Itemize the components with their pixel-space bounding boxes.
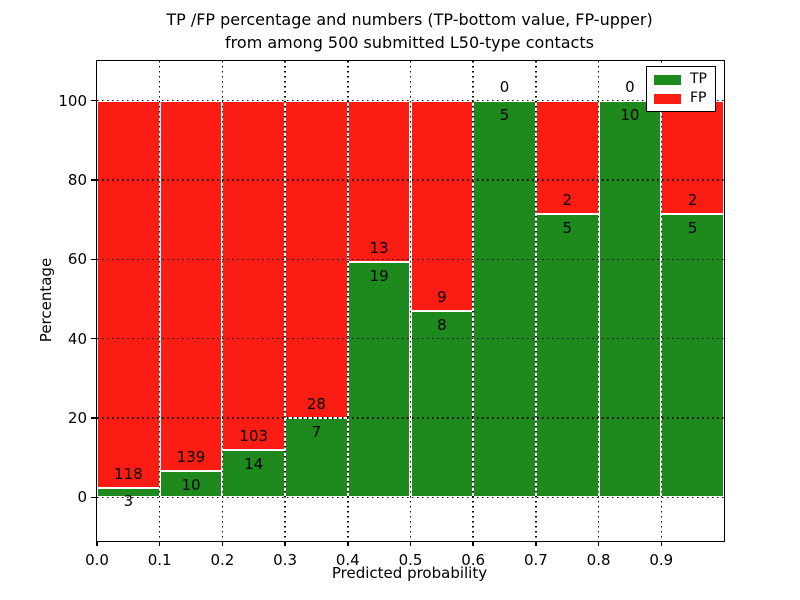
x-gridline (597, 61, 600, 541)
tp-count-label: 19 (369, 266, 389, 285)
fp-count-label: 2 (687, 191, 698, 210)
tp-count-label: 7 (311, 422, 322, 441)
x-tick-label: 0.7 (523, 551, 548, 569)
x-gridline (284, 61, 286, 541)
x-tick-label: 0.4 (335, 551, 360, 569)
x-tick-label: 0.6 (461, 551, 486, 569)
fp-count-label: 9 (437, 287, 447, 306)
y-tick-label: 20 (67, 409, 87, 428)
plot-area: 0 20 40 60 80 100 0.0 0.1 0.2 0.3 0.4 0.5 0.6 0.7 0.8 0… (58, 60, 725, 569)
legend-swatch-fp (654, 93, 681, 104)
bar-fp (410, 100, 474, 311)
x-tick-label: 0.8 (586, 551, 611, 569)
x-gridline (409, 61, 412, 541)
bar-tp (661, 214, 724, 498)
legend-item-tp: TP (654, 72, 707, 87)
y-tick-label: 60 (67, 250, 87, 269)
y-tick-label: 100 (58, 91, 87, 110)
x-tick (347, 541, 349, 546)
fp-count-label: 139 (176, 447, 206, 466)
fp-count-label: 118 (114, 464, 143, 483)
x-tick-label: 0.1 (147, 551, 172, 569)
fp-count-label: 0 (499, 77, 510, 96)
bar-fp (347, 100, 411, 262)
bar-tp (598, 100, 662, 498)
x-tick (409, 541, 412, 546)
x-tick (158, 541, 161, 546)
x-gridline (158, 61, 161, 541)
bar-tp (285, 418, 348, 498)
x-axis-label: Predicted probability (331, 564, 488, 582)
tp-count-label: 14 (244, 454, 264, 473)
x-tick (535, 541, 537, 546)
bar-fp (159, 100, 223, 471)
fp-count-label: 0 (625, 77, 635, 96)
tp-count-label: 3 (123, 492, 134, 511)
y-tick-label: 40 (67, 329, 87, 348)
y-tick (90, 99, 96, 102)
chart-title: TP /FP percentage and numbers (TP-bottom… (96, 8, 723, 54)
x-tick (221, 541, 224, 546)
tp-count-label: 5 (687, 218, 698, 237)
legend-label-fp: FP (690, 90, 707, 106)
bar-fp (535, 100, 599, 214)
chart-title-line2: from among 500 submitted L50-type contac… (225, 33, 594, 52)
fp-count-label: 103 (239, 427, 269, 445)
bar-fp (97, 100, 160, 488)
x-tick (597, 541, 600, 546)
x-tick-label: 0.9 (649, 551, 674, 569)
x-gridline (535, 61, 537, 541)
x-tick-label: 0.2 (210, 551, 235, 569)
x-tick-label: 0.0 (85, 551, 109, 569)
x-gridline (660, 61, 663, 541)
y-tick (90, 258, 96, 261)
legend-label-tp: TP (690, 71, 707, 87)
x-tick-label: 0.3 (273, 551, 298, 569)
y-tick (90, 417, 96, 419)
y-tick (90, 337, 96, 340)
x-gridline (347, 61, 349, 541)
bar-tp (159, 470, 223, 498)
x-tick-label: 0.5 (398, 551, 423, 569)
x-gridline (472, 61, 474, 541)
tp-count-label: 5 (499, 105, 510, 124)
bar-fp (222, 100, 286, 450)
y-tick-label: 80 (67, 171, 87, 189)
x-gridline (221, 61, 224, 541)
fp-count-label: 13 (369, 238, 389, 257)
bar-tp (473, 100, 536, 498)
x-tick (472, 541, 474, 546)
y-tick-label: 0 (77, 488, 87, 507)
x-tick (660, 541, 663, 546)
y-tick (90, 496, 96, 499)
fp-count-label: 28 (306, 395, 326, 414)
x-tick (284, 541, 286, 546)
legend: TP FP (646, 66, 716, 112)
y-tick (90, 179, 96, 181)
legend-swatch-tp (654, 74, 681, 85)
tp-count-label: 5 (562, 218, 573, 237)
legend-item-fp: FP (654, 91, 707, 106)
bar-tp (535, 214, 599, 498)
tp-count-label: 8 (437, 315, 447, 334)
tp-count-label: 10 (620, 105, 640, 124)
bar-tp (347, 261, 411, 498)
chart-title-line1: TP /FP percentage and numbers (TP-bottom… (166, 10, 653, 29)
fp-count-label: 2 (562, 191, 573, 210)
x-tick (96, 541, 98, 546)
tp-count-label: 10 (181, 475, 201, 494)
